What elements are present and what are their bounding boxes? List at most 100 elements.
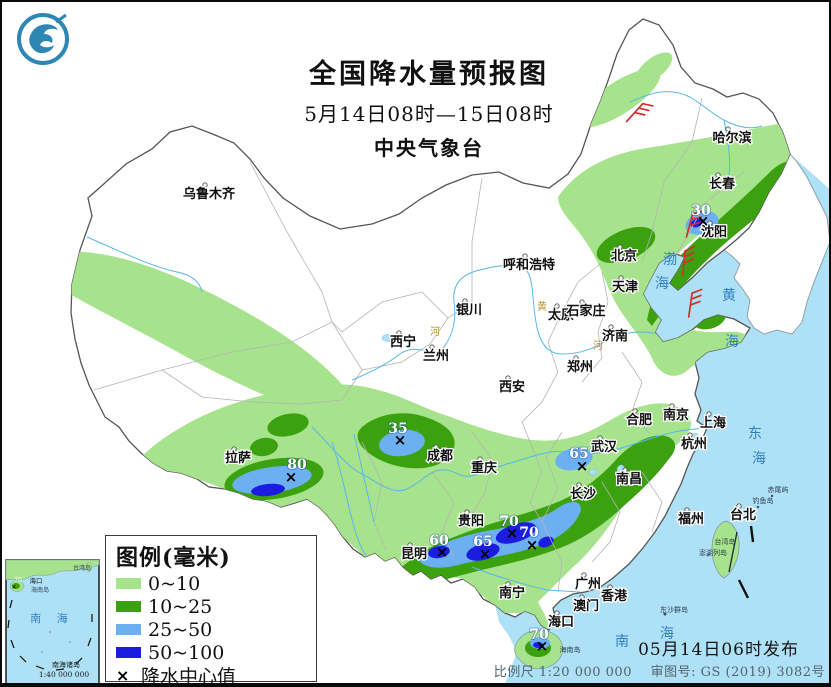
page-title: 全国降水量预报图 xyxy=(309,59,549,90)
wind-barb-icon xyxy=(625,102,654,123)
sea-name-label: 黄 xyxy=(722,287,736,304)
city-dot xyxy=(725,126,731,132)
inset-label: 海口 xyxy=(30,576,43,585)
island-name-label: 赤尾屿 xyxy=(768,485,789,494)
city-dot xyxy=(581,572,587,578)
inset-label: 南 海 xyxy=(30,611,74,625)
city-label: 澳门 xyxy=(573,598,599,614)
city-dot xyxy=(622,467,628,473)
city-label: 北京 xyxy=(611,248,637,264)
precip-center-x-mark: × xyxy=(436,543,449,561)
city-label: 乌鲁木齐 xyxy=(183,186,236,202)
island-name-label: 澎湖列岛 xyxy=(699,548,727,557)
city-label: 长春 xyxy=(709,176,736,192)
city-label: 太原 xyxy=(547,307,574,323)
precip-value: 70 xyxy=(519,525,539,541)
precip-center-x-mark: × xyxy=(697,212,710,230)
city-label: 台北 xyxy=(730,507,756,523)
city-label: 海口 xyxy=(548,614,574,630)
rivers xyxy=(86,91,763,593)
approval-number: 审图号: GS (2019) 3082号 xyxy=(650,665,825,680)
city-dot xyxy=(608,324,614,330)
city-dot xyxy=(579,299,585,305)
wind-barb-strokes xyxy=(687,288,703,318)
diaoyu-islands-dot xyxy=(756,505,760,509)
legend-row: 25~50 xyxy=(116,618,306,641)
city-dot xyxy=(684,507,690,513)
city-label: 石家庄 xyxy=(565,303,605,319)
city-dot xyxy=(669,403,675,409)
legend-color-swatch xyxy=(116,578,141,589)
legend-range-label: 0~10 xyxy=(148,572,201,595)
city-dot xyxy=(573,355,579,361)
city-dot xyxy=(554,610,560,616)
city-dot xyxy=(396,330,402,336)
scale-approval-line: 比例尺 1:20 000 000 审图号: GS (2019) 3082号 xyxy=(494,661,825,680)
legend-range-label: 10~25 xyxy=(148,595,213,618)
city-dot xyxy=(706,411,712,417)
gale-wind-barbs xyxy=(625,102,704,318)
city-dot xyxy=(707,220,713,226)
precip-center-marker-label: 降水中心值 xyxy=(141,666,237,687)
city-label: 杭州 xyxy=(681,436,707,452)
taiwan-island xyxy=(706,520,740,579)
city-dot xyxy=(505,375,511,381)
city-label: 昆明 xyxy=(401,546,427,562)
city-dot xyxy=(202,182,208,188)
city-dot xyxy=(477,456,483,462)
city-dot xyxy=(687,432,693,438)
legend-color-swatch xyxy=(116,624,141,635)
city-label: 银川 xyxy=(456,302,482,318)
city-dot xyxy=(231,446,237,452)
city-label: 上海 xyxy=(700,415,726,431)
precip-center-marker-symbol: × xyxy=(116,666,130,685)
sea-name-label: 海 xyxy=(660,626,674,642)
city-dot xyxy=(554,303,560,309)
legend-title: 图例(毫米) xyxy=(116,545,231,571)
precip-value: 35 xyxy=(388,421,407,437)
city-label: 重庆 xyxy=(471,460,497,476)
qinghai-lake xyxy=(381,334,395,342)
city-label: 拉萨 xyxy=(225,450,251,466)
river-name-label: 河 xyxy=(430,326,440,338)
wind-barb-icon xyxy=(687,288,703,318)
cma-logo xyxy=(17,13,69,65)
city-label: 哈尔滨 xyxy=(712,130,751,146)
city-label: 济南 xyxy=(602,328,628,344)
city-label: 广州 xyxy=(575,576,601,592)
city-dot xyxy=(618,275,624,281)
city-dot xyxy=(632,408,638,414)
precip-center-x-mark: × xyxy=(536,637,549,655)
legend-range-label: 50~100 xyxy=(148,641,225,664)
city-label: 南昌 xyxy=(616,471,642,487)
inset-label: 海南岛 xyxy=(31,586,49,594)
precip-value: 70 xyxy=(499,514,519,530)
city-label: 长沙 xyxy=(570,486,596,502)
city-dot xyxy=(715,172,721,178)
nine-dash-line xyxy=(7,599,93,671)
dongsha-islands-dot xyxy=(663,612,667,616)
chiwei-islet-dot xyxy=(770,494,774,498)
legend-box: 图例(毫米) 0~10 10~25 25~50 50~100 × 降水中心值 xyxy=(105,535,317,685)
precip-center-x-mark: × xyxy=(394,431,407,449)
city-label: 兰州 xyxy=(423,348,449,364)
river-name-label: 河 xyxy=(593,340,603,352)
city-label: 香港 xyxy=(600,588,628,604)
agency-name: 中央气象台 xyxy=(374,136,484,160)
wind-barb-strokes xyxy=(625,102,654,123)
city-dot xyxy=(464,509,470,515)
inset-label: 南海诸岛 xyxy=(52,660,80,669)
precip-value: 80 xyxy=(287,457,307,473)
precip-value: 65 xyxy=(569,446,588,462)
legend-row: 0~10 xyxy=(116,572,306,595)
precip-center-x-mark: × xyxy=(506,524,519,542)
precip-value: 60 xyxy=(429,533,449,549)
precip-center-x-mark: × xyxy=(479,545,492,563)
title-block: 全国降水量预报图 5月14日08时—15日08时 中央气象台 xyxy=(304,52,554,161)
legend-color-swatch xyxy=(116,647,141,658)
